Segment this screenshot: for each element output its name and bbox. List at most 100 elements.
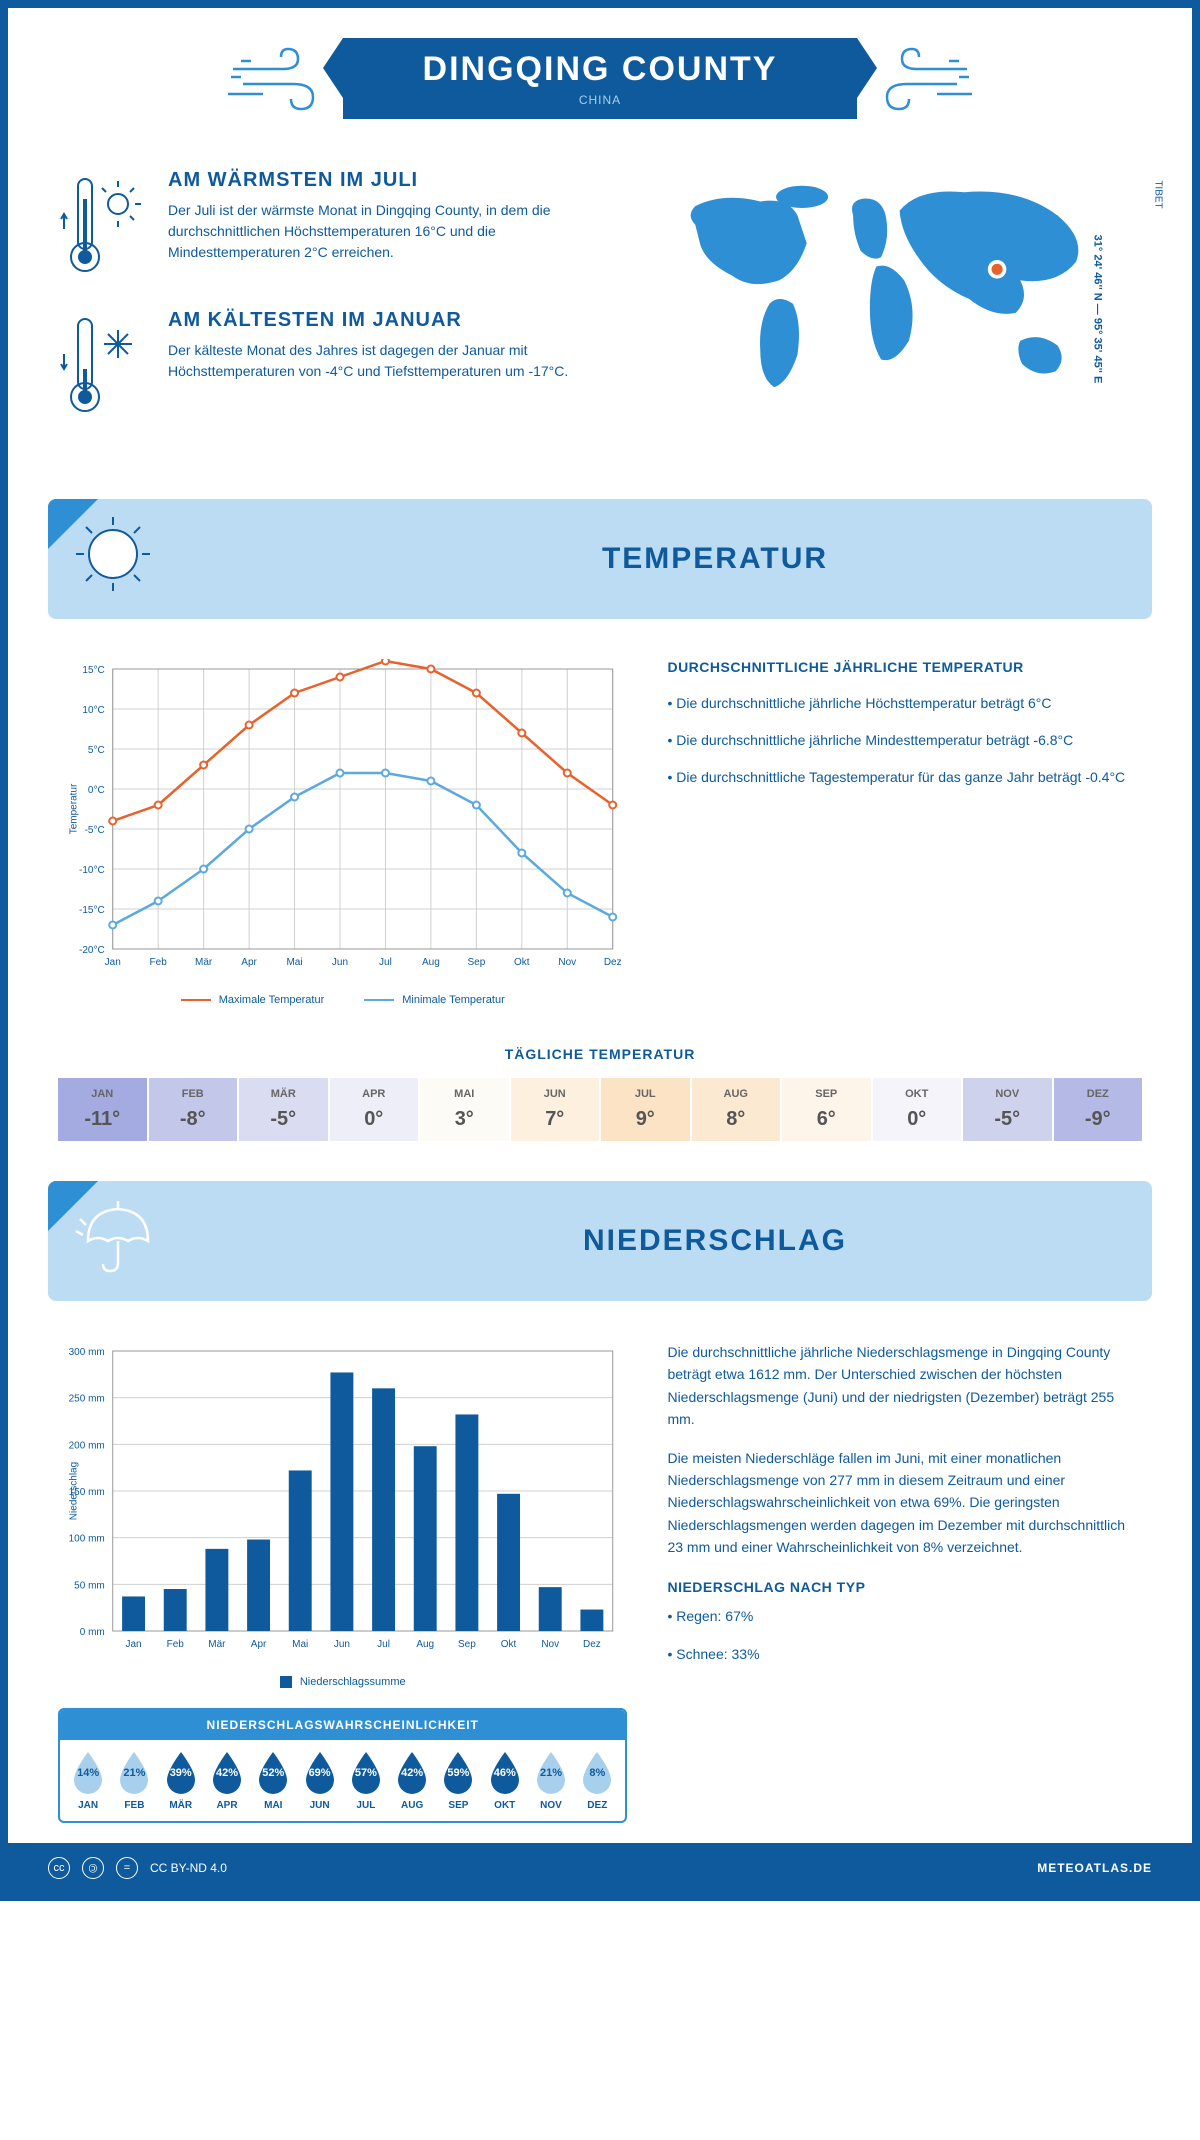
svg-text:Jul: Jul [377,1639,390,1650]
svg-text:-10°C: -10°C [79,865,105,876]
prob-cell: 39%MÄR [159,1750,203,1811]
precip-chart: 0 mm50 mm100 mm150 mm200 mm250 mm300 mmJ… [58,1341,627,1661]
svg-text:Aug: Aug [416,1639,434,1650]
svg-text:0 mm: 0 mm [80,1627,105,1638]
svg-text:Dez: Dez [604,957,622,968]
daily-temp-title: TÄGLICHE TEMPERATUR [58,1046,1142,1062]
precip-type-bullet: • Schnee: 33% [667,1643,1142,1665]
world-map [620,169,1142,429]
svg-text:-15°C: -15°C [79,905,105,916]
svg-text:Feb: Feb [167,1639,185,1650]
svg-text:300 mm: 300 mm [69,1347,105,1358]
prob-cell: 42%APR [205,1750,249,1811]
page-subtitle: CHINA [423,93,778,107]
svg-text:Jan: Jan [105,957,121,968]
prob-cell: 42%AUG [390,1750,434,1811]
warm-title: AM WÄRMSTEN IM JULI [168,169,580,192]
thermometer-snow-icon [58,309,148,419]
svg-text:200 mm: 200 mm [69,1440,105,1451]
prob-title: NIEDERSCHLAGSWAHRSCHEINLICHKEIT [60,1710,625,1740]
coords-label: 31° 24' 46'' N — 95° 35' 45'' E [1092,235,1104,384]
site-label: METEOATLAS.DE [1037,1861,1152,1875]
precip-legend: Niederschlagssumme [58,1676,627,1688]
svg-text:Mär: Mär [208,1639,226,1650]
temp-cell: JAN-11° [58,1078,147,1141]
by-icon: 🄯 [82,1857,104,1879]
temp-cell: JUN7° [511,1078,600,1141]
svg-text:-5°C: -5°C [85,825,105,836]
page-title: DINGQING COUNTY [423,50,778,89]
temp-cell: NOV-5° [963,1078,1052,1141]
svg-text:10°C: 10°C [82,705,104,716]
svg-text:Temperatur: Temperatur [69,783,80,834]
svg-text:-20°C: -20°C [79,945,105,956]
svg-text:50 mm: 50 mm [74,1580,105,1591]
svg-text:Okt: Okt [514,957,530,968]
temp-header: TEMPERATUR [48,499,1152,619]
temp-cell: AUG8° [692,1078,781,1141]
temp-bullet: • Die durchschnittliche jährliche Mindes… [667,728,1142,753]
legend-max-label: Maximale Temperatur [219,994,325,1006]
precip-info: Die durchschnittliche jährliche Niedersc… [667,1341,1142,1823]
temp-cell: FEB-8° [149,1078,238,1141]
svg-text:Mär: Mär [195,957,213,968]
svg-text:Jun: Jun [334,1639,350,1650]
header: DINGQING COUNTY CHINA [8,8,1192,139]
legend-precip-label: Niederschlagssumme [300,1676,406,1688]
cold-title: AM KÄLTESTEN IM JANUAR [168,309,580,332]
precip-text: Die durchschnittliche jährliche Niedersc… [667,1341,1142,1431]
precip-header: NIEDERSCHLAG [48,1181,1152,1301]
temp-chart: -20°C-15°C-10°C-5°C0°C5°C10°C15°CJanFebM… [58,659,627,1006]
svg-text:Mai: Mai [292,1639,308,1650]
svg-text:Nov: Nov [558,957,576,968]
temp-legend: Maximale Temperatur Minimale Temperatur [58,994,627,1006]
prob-cell: 59%SEP [436,1750,480,1811]
svg-text:Mai: Mai [286,957,302,968]
umbrella-icon [68,1191,158,1281]
nd-icon: = [116,1857,138,1879]
prob-cell: 46%OKT [483,1750,527,1811]
temp-title: TEMPERATUR [308,542,1122,576]
thermometer-sun-icon [58,169,148,279]
daily-temp: TÄGLICHE TEMPERATUR JAN-11°FEB-8°MÄR-5°A… [8,1026,1192,1161]
sun-icon [68,509,158,599]
temp-cell: APR0° [330,1078,419,1141]
license-label: CC BY-ND 4.0 [150,1861,227,1875]
temp-bullet: • Die durchschnittliche jährliche Höchst… [667,691,1142,716]
temp-info: DURCHSCHNITTLICHE JÄHRLICHE TEMPERATUR •… [667,659,1142,1006]
svg-text:0°C: 0°C [88,785,105,796]
prob-cell: 52%MAI [251,1750,295,1811]
svg-text:Aug: Aug [422,957,440,968]
warm-fact: AM WÄRMSTEN IM JULI Der Juli ist der wär… [58,169,580,279]
svg-text:Nov: Nov [541,1639,559,1650]
cc-icon: cc [48,1857,70,1879]
prob-cell: 14%JAN [66,1750,110,1811]
svg-text:Jul: Jul [379,957,392,968]
svg-text:Jan: Jan [125,1639,141,1650]
svg-text:Apr: Apr [241,957,257,968]
intro-section: AM WÄRMSTEN IM JULI Der Juli ist der wär… [8,139,1192,479]
svg-text:100 mm: 100 mm [69,1534,105,1545]
svg-text:Feb: Feb [150,957,168,968]
svg-text:250 mm: 250 mm [69,1394,105,1405]
temp-cell: SEP6° [782,1078,871,1141]
precip-type-bullet: • Regen: 67% [667,1605,1142,1627]
svg-text:Niederschlag: Niederschlag [69,1462,80,1520]
svg-text:Okt: Okt [501,1639,517,1650]
temp-cell: MÄR-5° [239,1078,328,1141]
footer: cc 🄯 = CC BY-ND 4.0 METEOATLAS.DE [8,1843,1192,1893]
temp-info-title: DURCHSCHNITTLICHE JÄHRLICHE TEMPERATUR [667,659,1142,675]
svg-text:5°C: 5°C [88,745,105,756]
precip-text: Die meisten Niederschläge fallen im Juni… [667,1447,1142,1559]
prob-cell: 21%FEB [112,1750,156,1811]
temp-bullet: • Die durchschnittliche Tagestemperatur … [667,765,1142,790]
svg-text:Sep: Sep [458,1639,476,1650]
legend-min-label: Minimale Temperatur [402,994,505,1006]
temp-cell: OKT0° [873,1078,962,1141]
cold-fact: AM KÄLTESTEN IM JANUAR Der kälteste Mona… [58,309,580,419]
svg-text:Jun: Jun [332,957,348,968]
svg-text:Apr: Apr [251,1639,267,1650]
precip-type-title: NIEDERSCHLAG NACH TYP [667,1579,1142,1595]
precip-title: NIEDERSCHLAG [308,1224,1122,1258]
prob-cell: 21%NOV [529,1750,573,1811]
